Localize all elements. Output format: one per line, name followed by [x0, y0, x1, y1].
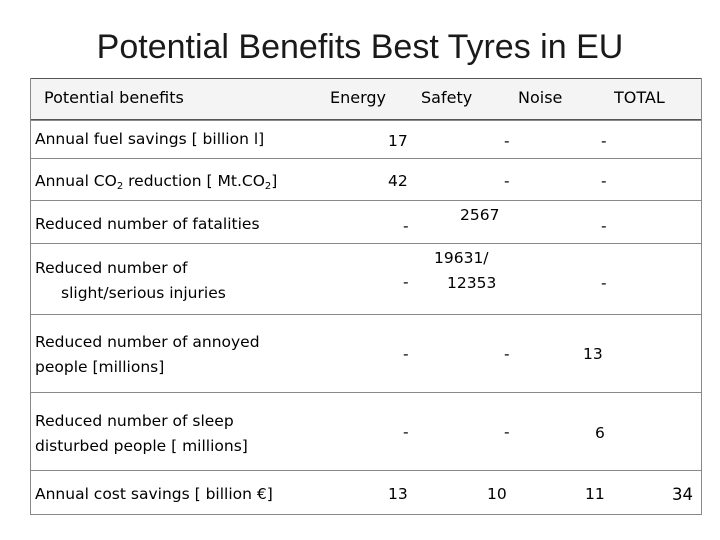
cell-safety: -: [504, 172, 510, 190]
cell-safety: 19631/: [434, 249, 489, 267]
row-divider: [30, 158, 702, 159]
table-right-border: [701, 78, 702, 515]
header-total: TOTAL: [614, 88, 665, 107]
cell-noise: -: [601, 274, 607, 292]
cell-safety: -: [504, 423, 510, 441]
cell-total: 34: [672, 485, 693, 504]
cell-safety: 2567: [460, 206, 500, 224]
row-label: Annual fuel savings [ billion l]: [35, 130, 265, 148]
page-title: Potential Benefits Best Tyres in EU: [96, 28, 624, 66]
cell-safety: -: [504, 132, 510, 150]
row-label-continued: slight/serious injuries: [61, 284, 226, 302]
row-label: Reduced number of fatalities: [35, 215, 260, 233]
row-divider: [30, 243, 702, 244]
cell-noise: -: [601, 172, 607, 190]
table-bottom-border: [30, 514, 702, 515]
cell-energy: -: [403, 423, 409, 441]
cell-energy: 13: [388, 485, 408, 503]
row-divider: [30, 470, 702, 471]
cell-energy: 42: [388, 172, 408, 190]
header-energy: Energy: [330, 88, 387, 107]
table-left-border: [30, 78, 31, 515]
cell-energy: -: [403, 345, 409, 363]
row-label: Annual cost savings [ billion €]: [35, 485, 273, 503]
cell-energy: -: [403, 273, 409, 291]
row-divider: [30, 200, 702, 201]
cell-noise: -: [601, 217, 607, 235]
cell-noise: 13: [583, 345, 603, 363]
cell-noise: 6: [595, 424, 605, 442]
cell-safety: 10: [487, 485, 507, 503]
header-safety: Safety: [421, 88, 473, 107]
row-label: Reduced number of annoyed: [35, 333, 260, 351]
cell-energy: 17: [388, 132, 408, 150]
header-noise: Noise: [518, 88, 563, 107]
row-divider: [30, 314, 702, 315]
cell-noise: 11: [585, 485, 605, 503]
cell-safety-continued: 12353: [447, 274, 497, 292]
header-potential-benefits: Potential benefits: [44, 88, 184, 107]
cell-safety: -: [504, 345, 510, 363]
row-divider: [30, 120, 702, 121]
cell-energy: -: [403, 217, 409, 235]
row-label: Reduced number of: [35, 259, 188, 277]
row-label-continued: people [millions]: [35, 358, 165, 376]
cell-noise: -: [601, 132, 607, 150]
row-label: Reduced number of sleep: [35, 412, 234, 430]
row-divider: [30, 392, 702, 393]
row-label: Annual CO2 reduction [ Mt.CO2]: [35, 172, 278, 192]
table-header-row: [30, 78, 702, 120]
row-label-continued: disturbed people [ millions]: [35, 437, 248, 455]
